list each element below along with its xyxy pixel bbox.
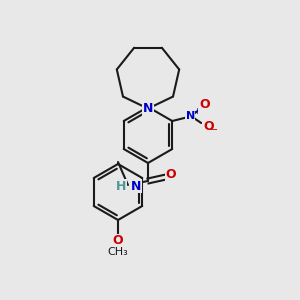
- Text: O: O: [199, 98, 210, 112]
- Text: O: O: [203, 119, 214, 133]
- Text: N: N: [186, 111, 195, 121]
- Text: H: H: [116, 179, 126, 193]
- Text: −: −: [210, 125, 218, 135]
- Text: O: O: [166, 169, 176, 182]
- Text: CH₃: CH₃: [108, 247, 128, 257]
- Text: N: N: [143, 102, 153, 115]
- Text: N: N: [131, 179, 141, 193]
- Text: O: O: [113, 235, 123, 248]
- Text: +: +: [193, 106, 200, 116]
